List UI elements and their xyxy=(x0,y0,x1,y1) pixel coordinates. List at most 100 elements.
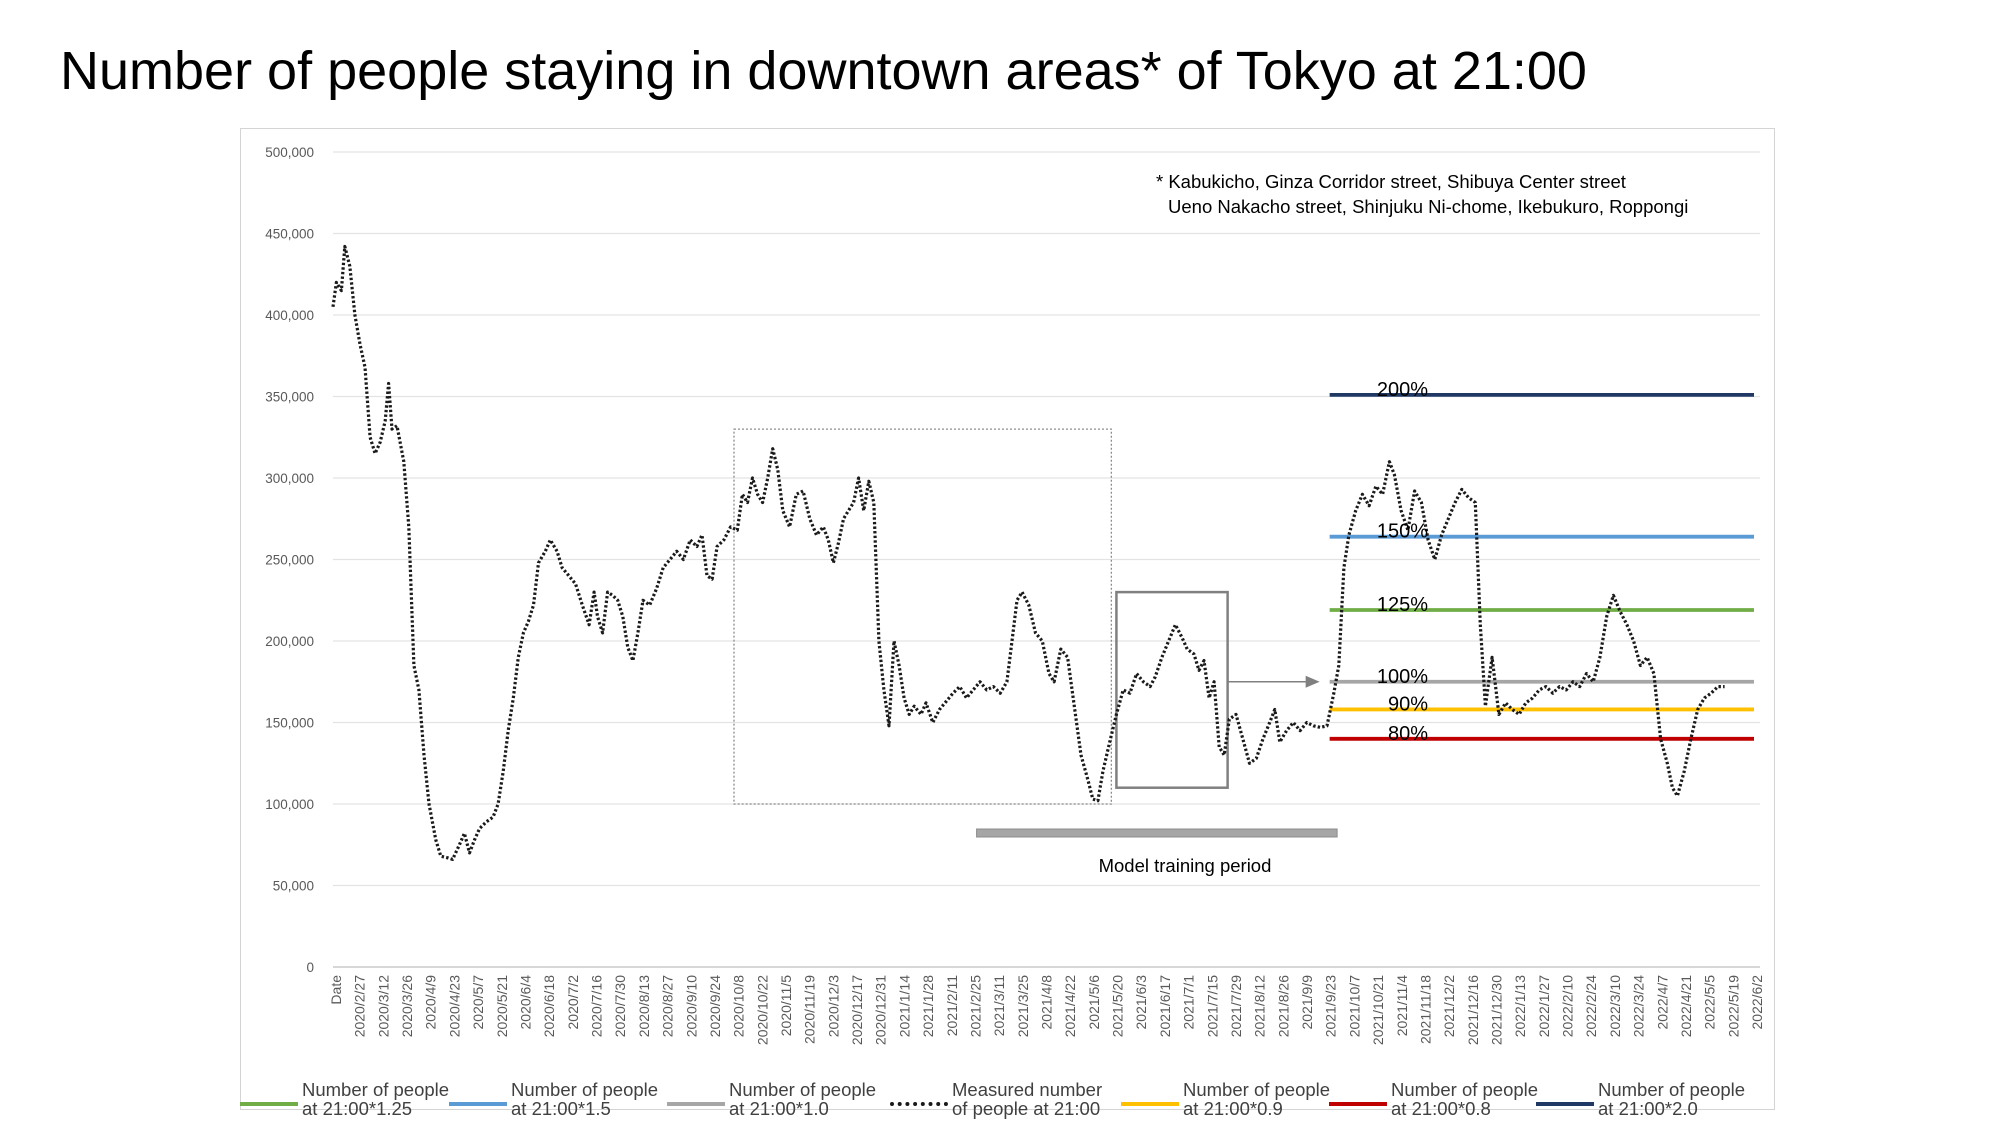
legend-label-line: at 21:00*0.9 xyxy=(1183,1098,1283,1119)
y-axis-ticks: 0 50,000 100,000 150,000 200,000 250,000 300,0… xyxy=(265,145,314,975)
x-tick-label: 2021/5/20 xyxy=(1110,975,1126,1037)
x-tick-label: 2021/7/1 xyxy=(1181,975,1197,1030)
legend-label-line: of people at 21:00 xyxy=(952,1098,1101,1119)
x-tick-label: 2020/5/21 xyxy=(494,975,510,1037)
legend-item: Number of people at 21:00*2.0 xyxy=(1536,1078,1745,1118)
x-tick-label: 2021/5/6 xyxy=(1086,975,1102,1030)
x-tick-label: 2022/1/27 xyxy=(1536,975,1552,1037)
x-tick-label: 2021/4/22 xyxy=(1062,975,1078,1037)
legend-label-line: at 21:00*1.0 xyxy=(729,1098,829,1119)
x-tick-label: 2021/10/21 xyxy=(1370,975,1386,1045)
legend-label-line: Number of people xyxy=(1391,1079,1539,1100)
legend-label: Number of people at 21:00*1.0 xyxy=(729,1080,876,1118)
legend-item: Number of people at 21:00*1.0 xyxy=(667,1078,876,1118)
legend-label-line: at 21:00*2.0 xyxy=(1598,1098,1698,1119)
legend-swatch xyxy=(1536,1102,1594,1106)
area-note: Ueno Nakacho street, Shinjuku Ni-chome, … xyxy=(1168,196,1688,217)
x-tick-label: 2020/10/8 xyxy=(731,975,747,1037)
x-tick-label: 2022/4/7 xyxy=(1654,975,1670,1030)
x-tick-label: 2020/7/2 xyxy=(565,975,581,1030)
x-tick-label: 2021/9/23 xyxy=(1323,975,1339,1037)
legend-label-line: at 21:00*1.25 xyxy=(302,1098,413,1119)
model-training-label: Model training period xyxy=(1099,855,1272,876)
area-note: * Kabukicho, Ginza Corridor street, Shib… xyxy=(1156,171,1626,192)
annotations: 200% 150% 125% 100% 90% 80% Model training per… xyxy=(976,171,1688,876)
x-tick-label: 2020/7/30 xyxy=(612,975,628,1037)
x-tick-label: 2022/3/10 xyxy=(1607,975,1623,1037)
x-tick-label: 2020/11/19 xyxy=(802,975,818,1044)
solid-highlight-box xyxy=(1115,590,1229,789)
reference-line-label: 80% xyxy=(1388,723,1428,745)
legend-item: Measured number of people at 21:00 xyxy=(890,1078,1102,1118)
x-tick-label: 2021/12/16 xyxy=(1465,975,1481,1045)
x-tick-label: 2021/1/28 xyxy=(920,975,936,1037)
legend-item: Number of people at 21:00*1.5 xyxy=(449,1078,658,1118)
legend-label-line: Measured number xyxy=(952,1079,1103,1100)
x-tick-label: 2020/12/31 xyxy=(873,975,889,1045)
x-tick-label: 2021/10/7 xyxy=(1346,975,1362,1037)
x-tick-label: 2021/4/8 xyxy=(1039,975,1055,1030)
series-layer xyxy=(331,244,1725,861)
y-tick-label: 50,000 xyxy=(273,879,314,894)
y-tick-label: 300,000 xyxy=(265,471,314,486)
annotation-boxes xyxy=(733,428,1229,805)
x-tick-label: 2020/10/22 xyxy=(754,975,770,1045)
x-tick-label: 2020/4/9 xyxy=(423,975,439,1030)
page-title: Number of people staying in downtown are… xyxy=(60,41,1587,101)
x-tick-label: 2021/12/2 xyxy=(1441,975,1457,1037)
model-training-bar xyxy=(976,828,1338,838)
x-tick-label: 2021/12/30 xyxy=(1488,975,1504,1045)
x-tick-label: 2020/4/23 xyxy=(446,975,462,1037)
legend-label: Number of people at 21:00*1.5 xyxy=(511,1080,658,1118)
dotted-highlight-box xyxy=(733,428,1113,805)
x-tick-label: 2021/11/4 xyxy=(1394,975,1410,1036)
x-tick-label: Date xyxy=(328,975,344,1005)
legend-swatch xyxy=(667,1102,725,1106)
y-tick-label: 350,000 xyxy=(265,390,314,405)
legend-label: Number of people at 21:00*2.0 xyxy=(1598,1080,1745,1118)
y-tick-label: 450,000 xyxy=(265,227,314,242)
legend-label-line: Number of people xyxy=(1598,1079,1746,1100)
x-tick-label: 2021/8/26 xyxy=(1275,975,1291,1037)
reference-line-label: 150% xyxy=(1377,521,1428,543)
x-tick-label: 2021/7/29 xyxy=(1228,975,1244,1037)
x-tick-label: 2020/12/3 xyxy=(825,975,841,1037)
x-tick-label: 2022/5/19 xyxy=(1725,975,1741,1037)
chart-frame xyxy=(240,128,1775,1110)
y-tick-label: 0 xyxy=(306,960,314,975)
legend-label-line: Number of people xyxy=(729,1079,877,1100)
legend-swatch xyxy=(1329,1102,1387,1106)
reference-line-label: 200% xyxy=(1377,379,1428,401)
reference-line-label: 125% xyxy=(1377,594,1428,616)
legend-label-line: at 21:00*1.5 xyxy=(511,1098,611,1119)
y-tick-label: 500,000 xyxy=(265,145,314,160)
x-tick-label: 2020/9/24 xyxy=(707,975,723,1037)
x-tick-label: 2020/9/10 xyxy=(683,975,699,1037)
x-tick-label: 2020/3/12 xyxy=(375,975,391,1037)
forecast-arrow-head xyxy=(1305,675,1320,688)
x-tick-label: 2022/3/24 xyxy=(1631,975,1647,1037)
legend-item: Number of people at 21:00*1.25 xyxy=(240,1078,449,1118)
x-tick-label: 2022/2/24 xyxy=(1583,975,1599,1037)
x-tick-label: 2020/6/4 xyxy=(517,975,533,1030)
legend-label-line: Number of people xyxy=(302,1079,450,1100)
x-tick-label: 2020/12/17 xyxy=(849,975,865,1045)
x-tick-label: 2022/4/21 xyxy=(1678,975,1694,1037)
x-tick-label: 2022/2/10 xyxy=(1560,975,1576,1037)
measured-series-line xyxy=(331,244,1725,861)
x-tick-label: 2020/3/26 xyxy=(399,975,415,1037)
x-tick-label: 2021/7/15 xyxy=(1204,975,1220,1037)
legend-label: Number of people at 21:00*0.9 xyxy=(1183,1080,1330,1118)
x-tick-label: 2021/2/25 xyxy=(967,975,983,1037)
x-tick-label: 2021/8/12 xyxy=(1252,975,1268,1037)
reference-line-label: 100% xyxy=(1377,666,1428,688)
legend-swatch xyxy=(1121,1102,1179,1106)
x-tick-label: 2021/3/11 xyxy=(991,975,1007,1036)
x-axis-ticks: Date 2020/2/27 2020/3/12 2020/3/26 2020/4/9 2… xyxy=(328,975,1765,1045)
legend-label-line: at 21:00*0.8 xyxy=(1391,1098,1491,1119)
x-tick-label: 2020/6/18 xyxy=(541,975,557,1037)
legend-label-line: Number of people xyxy=(1183,1079,1331,1100)
y-tick-label: 400,000 xyxy=(265,308,314,323)
x-tick-label: 2020/2/27 xyxy=(352,975,368,1037)
